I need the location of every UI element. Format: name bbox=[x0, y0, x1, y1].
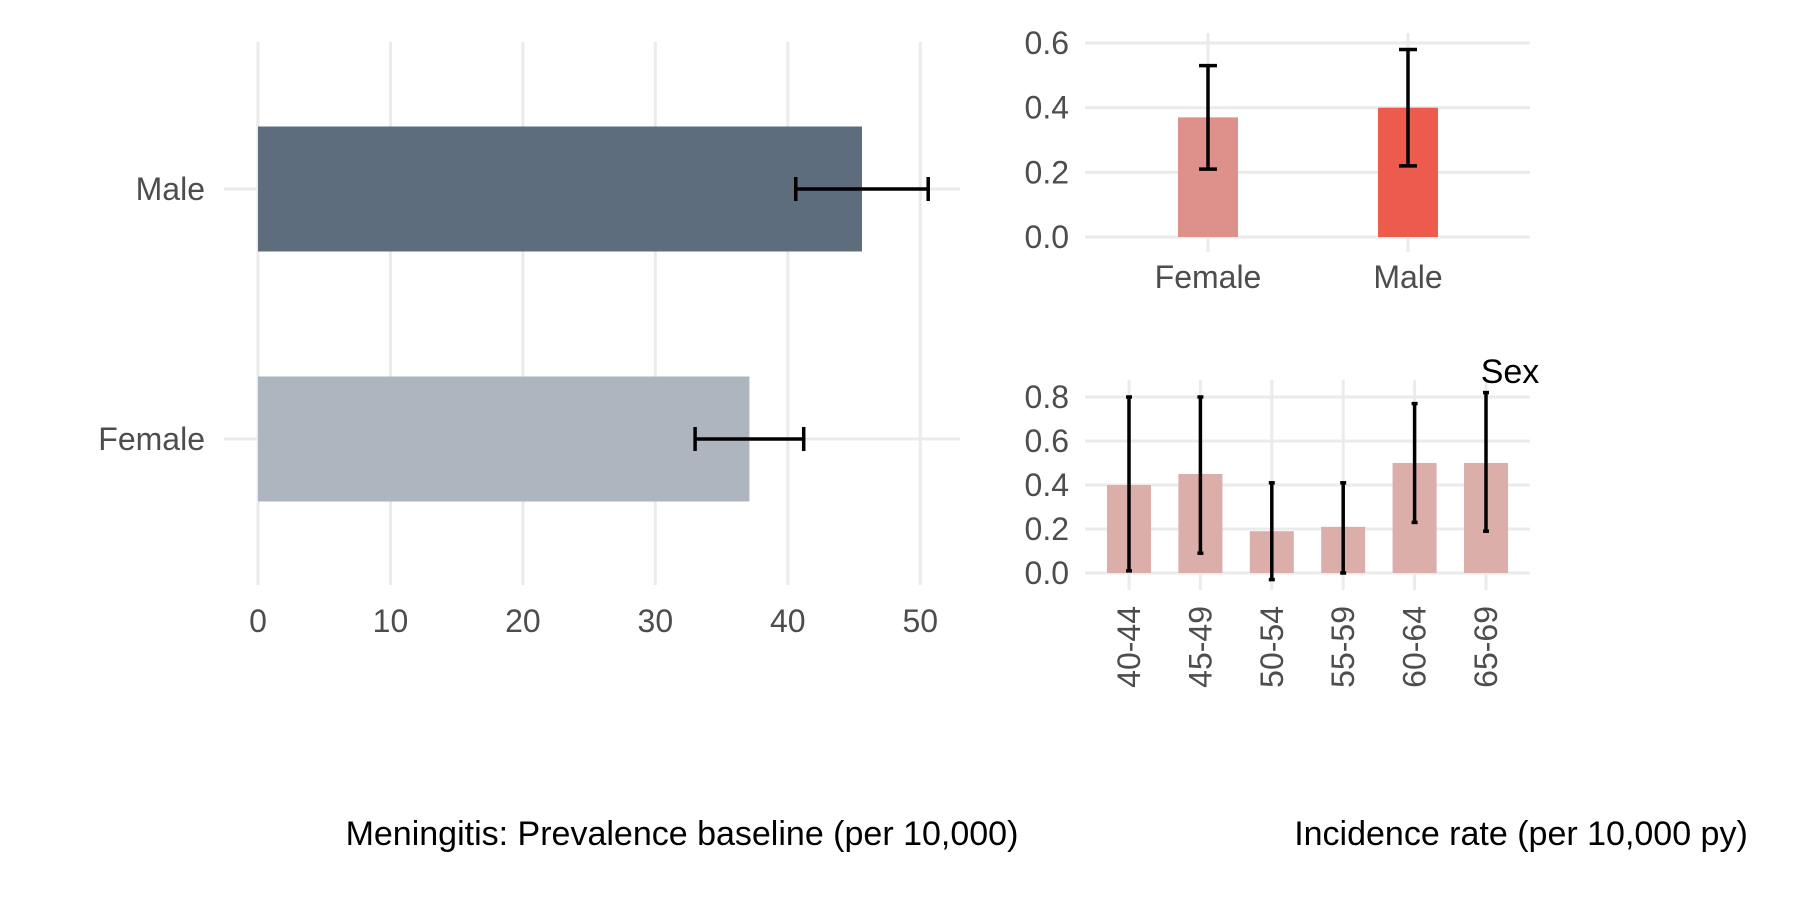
error-bar-male bbox=[794, 177, 930, 201]
y-tick-label: 0.0 bbox=[1025, 555, 1069, 591]
error-bar-50-54 bbox=[1268, 481, 1275, 582]
prevalence-x-axis-title: Meningitis: Prevalence baseline (per 10,… bbox=[346, 815, 1019, 853]
bar-female bbox=[258, 376, 750, 502]
x-tick-label: 0 bbox=[249, 603, 267, 639]
sex-x-axis-title: Sex bbox=[1481, 353, 1540, 391]
y-tick-label: 0.4 bbox=[1025, 90, 1069, 126]
y-tick-label: 0.0 bbox=[1025, 219, 1069, 255]
y-tick-label: 0.2 bbox=[1025, 154, 1069, 190]
y-tick-label: Male bbox=[136, 171, 205, 207]
error-bar-female bbox=[693, 427, 806, 451]
error-bar-60-64 bbox=[1411, 401, 1418, 525]
y-tick-label: 0.8 bbox=[1025, 379, 1069, 415]
x-tick-label: 40 bbox=[770, 603, 806, 639]
x-tick-label: 65-69 bbox=[1468, 606, 1504, 688]
age-x-axis-title: Incidence rate (per 10,000 py) bbox=[1294, 815, 1748, 853]
error-bar-40-44 bbox=[1126, 395, 1132, 573]
x-tick-label: 30 bbox=[638, 603, 674, 639]
y-tick-label: Female bbox=[98, 421, 205, 457]
x-tick-label: 40-44 bbox=[1111, 606, 1147, 688]
error-bar-female bbox=[1199, 63, 1217, 171]
x-tick-label: 20 bbox=[505, 603, 541, 639]
x-tick-label: 60-64 bbox=[1397, 606, 1433, 688]
error-bar-45-49 bbox=[1197, 395, 1204, 555]
error-bar-65-69 bbox=[1483, 390, 1489, 533]
y-tick-label: 0.6 bbox=[1025, 25, 1069, 61]
prevalence-panel: 0 10 20 30 40 50 Male Female bbox=[98, 42, 960, 639]
x-tick-label: Female bbox=[1155, 259, 1262, 295]
incidence-by-sex-panel: 0.0 0.2 0.4 0.6 Female Male bbox=[1025, 25, 1530, 295]
y-tick-label: 0.2 bbox=[1025, 511, 1069, 547]
y-tick-label: 0.6 bbox=[1025, 423, 1069, 459]
x-tick-label: Male bbox=[1373, 259, 1442, 295]
error-bar-55-59 bbox=[1340, 481, 1347, 575]
x-tick-label: 10 bbox=[373, 603, 409, 639]
x-tick-label: 45-49 bbox=[1182, 606, 1218, 688]
x-tick-label: 50-54 bbox=[1254, 606, 1290, 688]
incidence-by-age-panel: 0.0 0.2 0.4 0.6 0.8 40-44 45-49 50-54 55-59 60-64… bbox=[1025, 379, 1530, 688]
x-tick-label: 55-59 bbox=[1325, 606, 1361, 688]
bar-male bbox=[258, 126, 862, 252]
y-tick-label: 0.4 bbox=[1025, 467, 1069, 503]
error-bar-male bbox=[1399, 47, 1417, 168]
x-tick-label: 50 bbox=[902, 603, 938, 639]
